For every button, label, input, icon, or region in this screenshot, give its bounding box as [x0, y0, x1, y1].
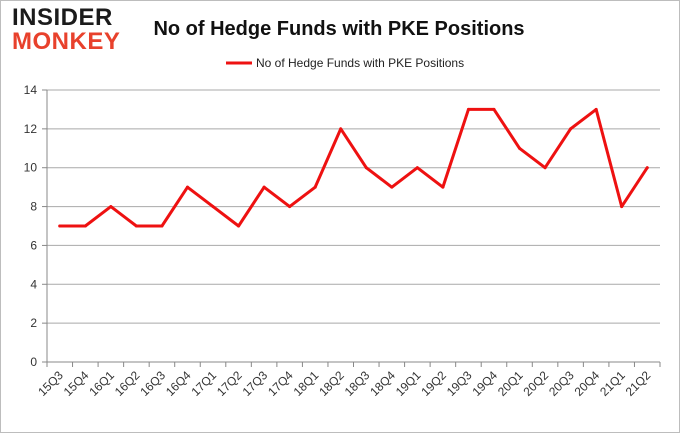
data-point [160, 224, 164, 228]
data-point [364, 166, 368, 170]
x-tick-label: 18Q3 [342, 368, 373, 399]
x-tick-label: 17Q2 [214, 368, 245, 399]
y-tick-label: 12 [24, 122, 38, 136]
data-point [288, 205, 292, 209]
x-tick-label: 20Q2 [521, 368, 552, 399]
data-point [466, 107, 470, 111]
data-point [109, 205, 113, 209]
series-line [58, 107, 649, 228]
data-point [441, 185, 445, 189]
data-point [262, 185, 266, 189]
x-tick-label: 17Q3 [240, 368, 271, 399]
x-tick-label: 20Q1 [495, 368, 526, 399]
y-tick-label: 8 [30, 200, 37, 214]
legend: No of Hedge Funds with PKE Positions [226, 56, 464, 70]
x-tick-label: 21Q1 [597, 368, 628, 399]
y-tick-label: 4 [30, 277, 37, 291]
data-point [134, 224, 138, 228]
data-point [594, 107, 598, 111]
data-point [390, 185, 394, 189]
x-tick-label: 19Q4 [469, 368, 500, 399]
x-tick-label: 20Q3 [546, 368, 577, 399]
data-point [569, 127, 573, 131]
x-tick-label: 18Q2 [316, 368, 347, 399]
x-tick-label: 16Q4 [163, 368, 194, 399]
data-point [58, 224, 62, 228]
x-tick-label: 21Q2 [623, 368, 654, 399]
data-point [543, 166, 547, 170]
legend-label: No of Hedge Funds with PKE Positions [256, 56, 464, 70]
chart-title: No of Hedge Funds with PKE Positions [153, 18, 524, 40]
y-axis-ticks: 0 2 4 6 8 10 12 14 [24, 83, 48, 369]
data-point [83, 224, 87, 228]
x-tick-label: 15Q3 [35, 368, 66, 399]
x-tick-label: 20Q4 [572, 368, 603, 399]
insider-monkey-logo: INSIDER MONKEY [12, 6, 130, 56]
logo-line-2: MONKEY [12, 28, 121, 55]
data-point [620, 205, 624, 209]
data-point [313, 185, 317, 189]
data-point [339, 127, 343, 131]
data-point [237, 224, 241, 228]
y-tick-label: 10 [24, 161, 38, 175]
y-tick-label: 6 [30, 238, 37, 252]
x-tick-label: 17Q1 [188, 368, 219, 399]
y-tick-label: 0 [30, 355, 37, 369]
x-axis-ticks: 15Q315Q416Q116Q216Q316Q417Q117Q217Q317Q4… [35, 362, 661, 399]
data-point [415, 166, 419, 170]
x-tick-label: 16Q1 [86, 368, 117, 399]
x-tick-label: 18Q4 [367, 368, 398, 399]
data-point [645, 166, 649, 170]
x-tick-label: 15Q4 [61, 368, 92, 399]
data-point [492, 107, 496, 111]
x-tick-label: 19Q2 [418, 368, 449, 399]
data-point [211, 205, 215, 209]
x-tick-label: 18Q1 [291, 368, 322, 399]
logo-line-1: INSIDER [12, 4, 113, 31]
data-point [518, 146, 522, 150]
x-tick-label: 19Q1 [393, 368, 424, 399]
x-tick-label: 17Q4 [265, 368, 296, 399]
y-tick-label: 14 [24, 83, 38, 97]
x-tick-label: 19Q3 [444, 368, 475, 399]
y-tick-label: 2 [30, 316, 37, 330]
series-group [58, 107, 649, 228]
data-point [185, 185, 189, 189]
x-tick-label: 16Q3 [137, 368, 168, 399]
x-tick-label: 16Q2 [112, 368, 143, 399]
